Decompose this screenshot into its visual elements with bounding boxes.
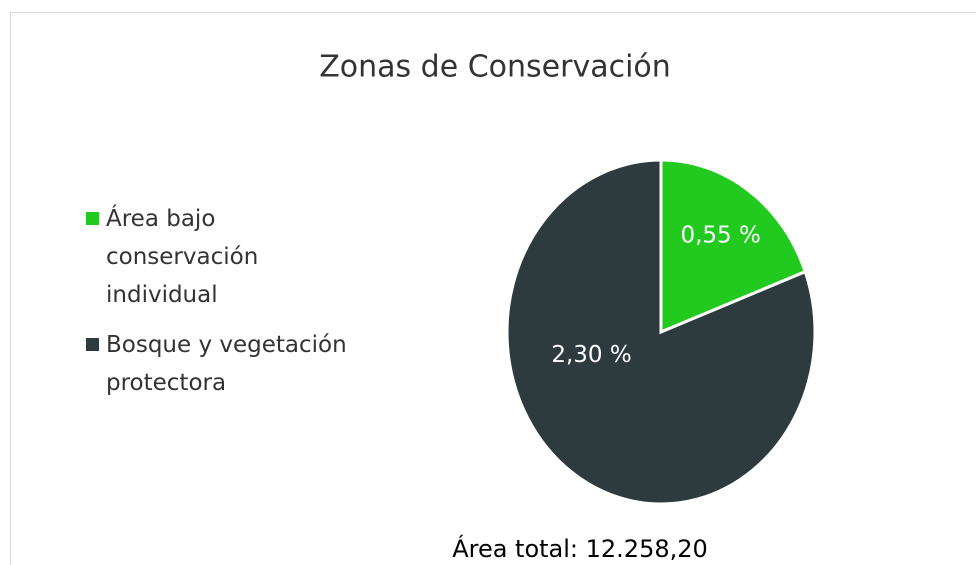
pie-slice [505, 158, 817, 506]
legend-label: Bosque y vegetación protectora [106, 332, 347, 396]
legend-item: Bosque y vegetación protectora [82, 326, 352, 402]
annotation: Área total: 12.258,20 [452, 534, 708, 563]
data-label: 2,30 % [551, 342, 631, 368]
chart-title: Zonas de Conservación [319, 50, 671, 85]
legend-swatch [86, 338, 99, 351]
legend-swatch [86, 212, 99, 225]
legend-item: Área bajo conservación individual [82, 200, 352, 314]
data-label: 0,55 % [680, 222, 760, 248]
chart-frame [10, 12, 976, 565]
legend-label: Área bajo conservación individual [106, 206, 259, 308]
pie-slice [659, 158, 808, 335]
